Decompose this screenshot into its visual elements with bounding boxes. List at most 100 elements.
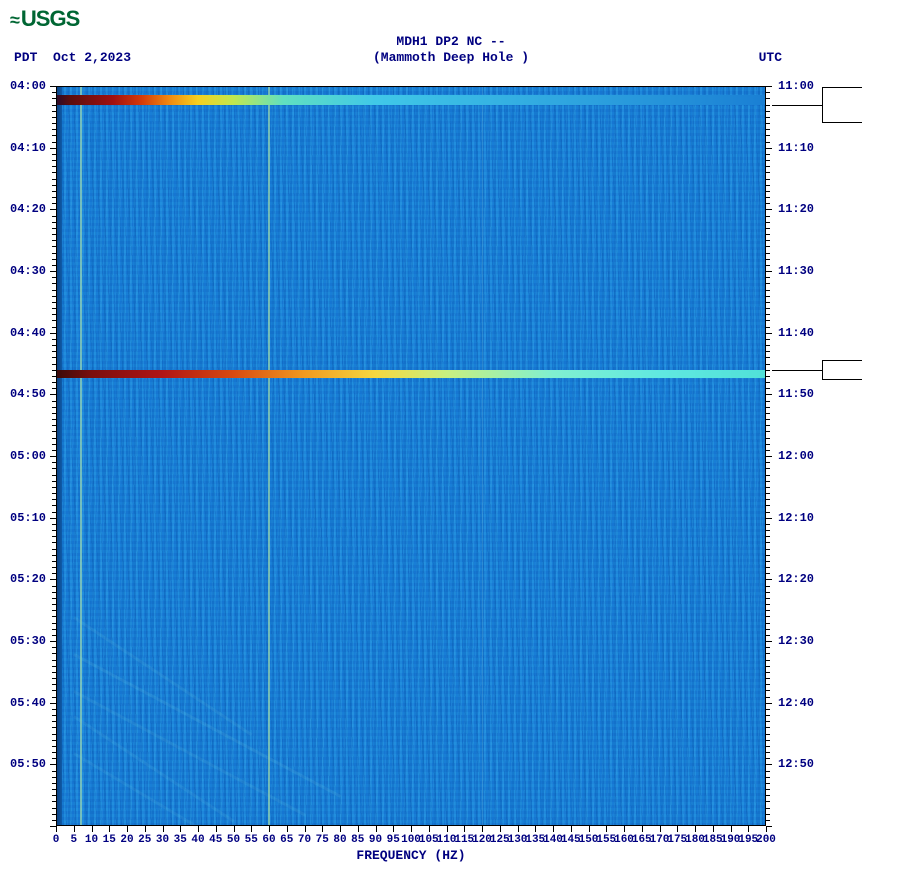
y-minor-tick	[766, 814, 770, 815]
y-minor-tick	[766, 376, 770, 377]
y-minor-tick	[766, 672, 770, 673]
y-minor-tick	[52, 690, 56, 691]
y-minor-tick	[766, 290, 770, 291]
y-minor-tick	[52, 407, 56, 408]
y-minor-tick	[52, 493, 56, 494]
x-tick	[376, 826, 377, 832]
seismic-event-band	[56, 370, 766, 378]
y-minor-tick	[52, 586, 56, 587]
y-minor-tick	[766, 530, 770, 531]
y-minor-tick	[766, 444, 770, 445]
y-minor-tick	[766, 604, 770, 605]
y-minor-tick	[766, 573, 770, 574]
y-minor-tick	[766, 419, 770, 420]
y-minor-tick	[52, 111, 56, 112]
x-label: 70	[298, 834, 311, 846]
y-minor-tick	[766, 549, 770, 550]
y-minor-tick	[766, 567, 770, 568]
y-minor-tick	[52, 524, 56, 525]
y-minor-tick	[766, 351, 770, 352]
y-minor-tick	[52, 512, 56, 513]
y-minor-tick	[52, 783, 56, 784]
x-tick	[518, 826, 519, 832]
y-minor-tick	[766, 536, 770, 537]
y-left-label: 05:10	[10, 511, 46, 525]
y-minor-tick	[52, 771, 56, 772]
spectrogram-plot	[56, 86, 766, 826]
x-label: 30	[156, 834, 169, 846]
y-minor-tick	[766, 623, 770, 624]
y-minor-tick	[766, 795, 770, 796]
y-minor-tick	[52, 253, 56, 254]
x-tick	[500, 826, 501, 832]
y-right-label: 12:30	[778, 634, 814, 648]
y-minor-tick	[766, 462, 770, 463]
y-minor-tick	[52, 666, 56, 667]
y-minor-tick	[52, 92, 56, 93]
y-right-label: 11:30	[778, 264, 814, 278]
y-minor-tick	[766, 542, 770, 543]
spectrogram-noise2	[56, 86, 766, 826]
y-minor-tick	[52, 314, 56, 315]
y-minor-tick	[766, 166, 770, 167]
y-minor-tick	[766, 734, 770, 735]
y-minor-tick	[52, 357, 56, 358]
y-minor-tick	[766, 277, 770, 278]
event-marker	[822, 87, 862, 123]
x-tick	[482, 826, 483, 832]
y-minor-tick	[766, 592, 770, 593]
y-minor-tick	[52, 216, 56, 217]
y-major-tick	[766, 764, 772, 765]
y-minor-tick	[766, 240, 770, 241]
y-minor-tick	[52, 98, 56, 99]
y-minor-tick	[52, 709, 56, 710]
y-minor-tick	[766, 505, 770, 506]
y-minor-tick	[52, 382, 56, 383]
y-minor-tick	[52, 647, 56, 648]
y-minor-tick	[766, 314, 770, 315]
y-minor-tick	[766, 283, 770, 284]
y-major-tick	[766, 641, 772, 642]
y-minor-tick	[52, 401, 56, 402]
y-right-label: 11:20	[778, 202, 814, 216]
y-minor-tick	[766, 296, 770, 297]
y-minor-tick	[766, 678, 770, 679]
x-label: 40	[191, 834, 204, 846]
x-tick	[56, 826, 57, 832]
x-label: 90	[369, 834, 382, 846]
y-left-label: 04:20	[10, 202, 46, 216]
y-minor-tick	[766, 98, 770, 99]
y-right-label: 11:50	[778, 387, 814, 401]
y-minor-tick	[52, 450, 56, 451]
y-minor-tick	[52, 296, 56, 297]
y-major-tick	[50, 518, 56, 519]
y-minor-tick	[52, 727, 56, 728]
y-minor-tick	[766, 327, 770, 328]
y-minor-tick	[766, 197, 770, 198]
y-minor-tick	[52, 629, 56, 630]
y-minor-tick	[52, 283, 56, 284]
y-minor-tick	[766, 320, 770, 321]
y-major-tick	[766, 394, 772, 395]
y-minor-tick	[766, 111, 770, 112]
y-minor-tick	[52, 653, 56, 654]
x-tick	[642, 826, 643, 832]
y-minor-tick	[766, 382, 770, 383]
x-tick	[624, 826, 625, 832]
y-minor-tick	[52, 370, 56, 371]
y-minor-tick	[52, 240, 56, 241]
y-major-tick	[50, 394, 56, 395]
y-minor-tick	[52, 801, 56, 802]
y-left-label: 05:00	[10, 449, 46, 463]
y-minor-tick	[52, 721, 56, 722]
y-minor-tick	[766, 660, 770, 661]
y-minor-tick	[766, 253, 770, 254]
y-minor-tick	[766, 512, 770, 513]
y-minor-tick	[766, 345, 770, 346]
y-minor-tick	[766, 228, 770, 229]
y-minor-tick	[52, 598, 56, 599]
y-minor-tick	[52, 555, 56, 556]
spectrogram-left-edge	[56, 86, 62, 826]
y-minor-tick	[52, 549, 56, 550]
y-minor-tick	[766, 801, 770, 802]
